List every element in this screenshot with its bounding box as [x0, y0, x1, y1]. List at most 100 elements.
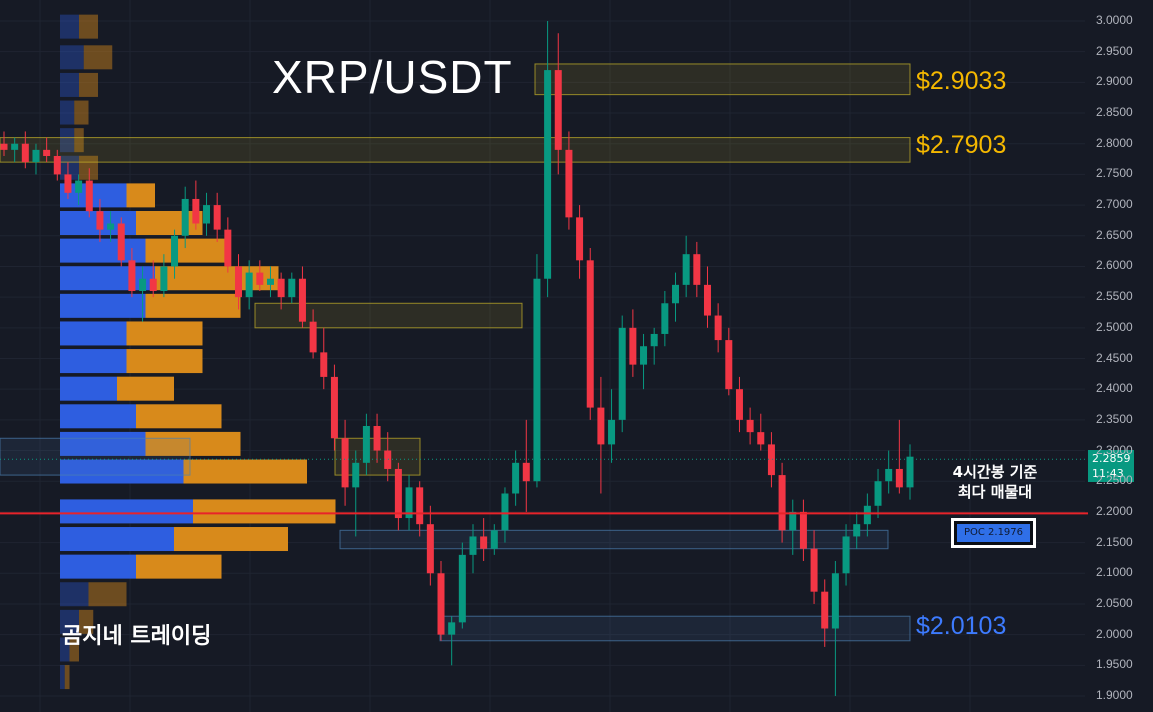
candle-body [501, 493, 509, 531]
y-tick-label: 2.2000 [1096, 503, 1133, 518]
candle-body [906, 456, 914, 488]
candle-body [469, 536, 477, 555]
volume-profile [60, 14, 336, 690]
volume-bar-buy [60, 72, 79, 97]
candle-body [821, 591, 829, 629]
y-tick-label: 2.8500 [1096, 105, 1133, 120]
candle-body [618, 327, 626, 420]
volume-bar-sell [174, 527, 288, 552]
candle-body [96, 211, 104, 230]
poc-badge: POC 2.1976 [951, 518, 1036, 548]
candle-body [789, 511, 797, 531]
candle-body [416, 487, 424, 525]
candle-body [0, 143, 8, 150]
candle-body [746, 419, 754, 433]
candle-body [522, 462, 530, 482]
volume-bar-sell [88, 582, 127, 607]
volume-bar-buy [60, 637, 70, 662]
current-price-label: 2.2859 11:43 [1088, 450, 1134, 482]
candle-body [778, 475, 786, 531]
candle-body [895, 468, 903, 488]
candle-body [661, 303, 669, 334]
candle-body [757, 432, 765, 445]
candle-body [43, 149, 51, 156]
grid [0, 0, 1085, 712]
candle-body [533, 278, 541, 482]
volume-bar-sell [83, 45, 113, 70]
volume-bar-sell [74, 128, 84, 153]
candle-body [437, 573, 445, 635]
volume-bar-buy [60, 499, 193, 524]
y-tick-label: 2.5500 [1096, 289, 1133, 304]
candle-body [490, 530, 498, 549]
volume-bar-sell [79, 72, 98, 97]
candle-body [320, 352, 328, 377]
candle-body [597, 407, 605, 445]
candle-body [277, 278, 285, 298]
candle-body [714, 315, 722, 341]
candle-body [586, 260, 594, 408]
candle-body [192, 198, 200, 224]
volume-bar-sell [126, 349, 203, 374]
y-tick-label: 2.1500 [1096, 534, 1133, 549]
volume-bar-sell [79, 609, 94, 634]
candle-body [171, 235, 179, 267]
candle-body [554, 70, 562, 150]
candle-body [384, 450, 392, 469]
candle-body [735, 389, 743, 420]
candle-body [266, 278, 274, 285]
price-lines [0, 458, 1088, 515]
candle-body [405, 487, 413, 519]
y-tick-label: 2.6500 [1096, 227, 1133, 242]
volume-bar-sell [136, 554, 222, 579]
level-zone [0, 137, 911, 163]
volume-bar-buy [60, 431, 146, 456]
y-tick-label: 2.0500 [1096, 595, 1133, 610]
annotation-text: 4시간봉 기준 최다 매물대 [952, 463, 1038, 501]
candle-body [203, 205, 211, 224]
volume-bar-sell [117, 376, 174, 401]
candle-body [874, 481, 882, 506]
candle-body [288, 278, 296, 298]
y-tick-label: 2.6000 [1096, 258, 1133, 273]
volume-bar-buy [60, 238, 146, 263]
y-tick-label: 2.4500 [1096, 350, 1133, 365]
level-label-3: $2.0103 [916, 612, 1007, 640]
candle-body [64, 174, 72, 193]
y-tick-label: 1.9000 [1096, 688, 1133, 702]
candle-body [139, 278, 147, 291]
candle-countdown: 11:43 [1092, 467, 1124, 480]
candle-body [810, 548, 818, 592]
candle-body [128, 260, 136, 291]
level-zone [439, 615, 911, 642]
volume-bar-buy [60, 582, 89, 607]
candle-body [693, 254, 701, 285]
volume-bar-buy [60, 376, 117, 401]
watermark-text: 곰지네 트레이딩 [62, 624, 212, 649]
candle-body [448, 622, 456, 635]
candle-body [32, 149, 40, 163]
volume-bar-sell [145, 431, 241, 456]
y-tick-label: 2.5000 [1096, 319, 1133, 334]
volume-bar-buy [60, 665, 65, 690]
candle-body [842, 536, 850, 574]
candle-body [831, 573, 839, 629]
candle-body [426, 524, 434, 574]
candle-body [480, 536, 488, 549]
volume-bar-buy [60, 527, 174, 552]
candle-body [341, 438, 349, 488]
volume-bar-buy [60, 554, 136, 579]
candle-body [149, 278, 157, 291]
volume-bar-buy [60, 100, 75, 125]
candle-body [234, 266, 242, 298]
volume-bar-sell [126, 183, 155, 208]
volume-bar-sell [136, 211, 203, 235]
candle-body [160, 266, 168, 291]
volume-bar-sell [69, 637, 79, 662]
chart-title: XRP/USDT [272, 51, 513, 103]
candle-body [565, 149, 573, 218]
volume-bar-sell [79, 14, 98, 39]
candle-body [224, 229, 232, 267]
level-zone [534, 63, 911, 96]
